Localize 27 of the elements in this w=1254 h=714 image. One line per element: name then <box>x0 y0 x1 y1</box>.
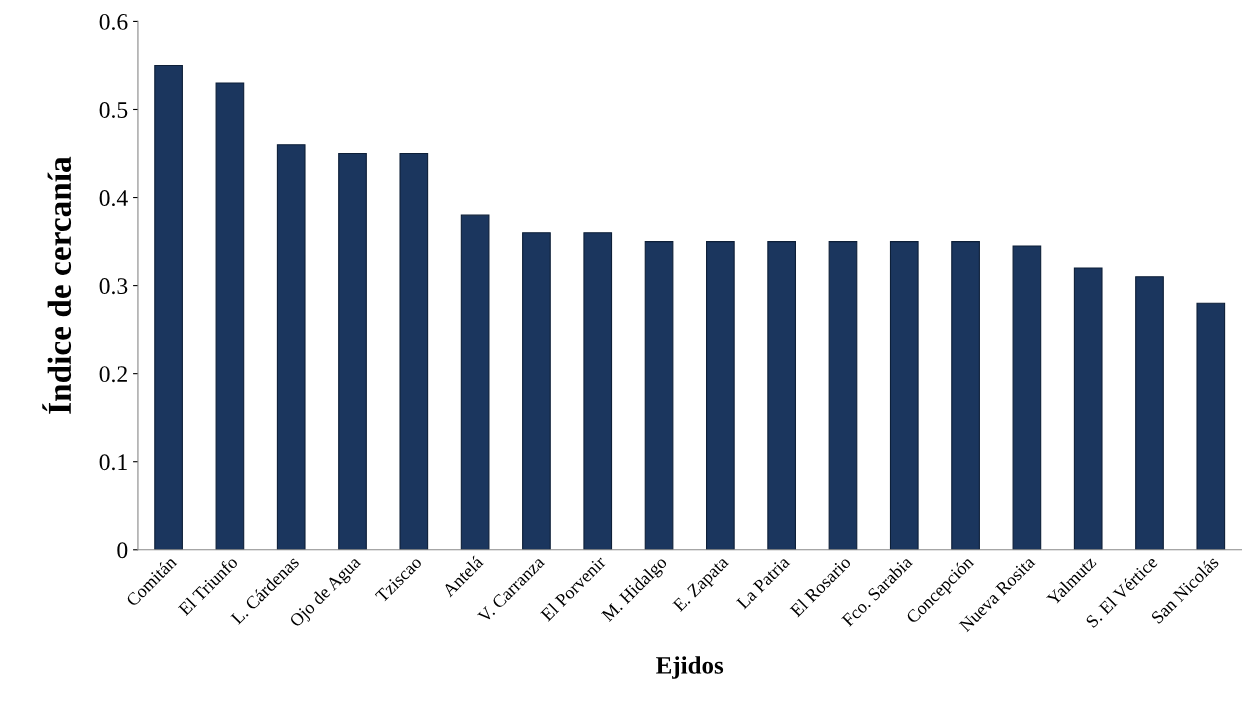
y-tick-label: 0.5 <box>99 101 128 119</box>
bar <box>522 232 551 550</box>
bar <box>889 241 919 550</box>
bar <box>706 241 735 550</box>
y-tick-label: 0 <box>117 542 128 559</box>
y-tick-label: 0.1 <box>99 454 127 471</box>
bar <box>1073 267 1103 550</box>
bar <box>828 241 858 550</box>
bar <box>767 241 797 550</box>
bar <box>338 152 367 550</box>
bar <box>399 152 429 550</box>
y-tick-label: 0.6 <box>99 13 128 30</box>
bar <box>276 144 306 550</box>
y-tick-label: 0.3 <box>99 278 128 295</box>
bar <box>951 241 980 550</box>
bar <box>1012 245 1042 550</box>
bar <box>154 64 183 550</box>
bar <box>215 82 245 550</box>
bar <box>1196 302 1226 550</box>
bar <box>644 241 674 550</box>
bar <box>1135 276 1164 550</box>
y-tick-label: 0.2 <box>99 366 127 383</box>
x-axis-title: Ejidos <box>656 656 724 679</box>
y-axis-title: Índice de cercanía <box>42 156 72 414</box>
bar <box>460 214 490 550</box>
bar <box>583 232 613 550</box>
y-tick-label: 0.4 <box>99 190 128 207</box>
